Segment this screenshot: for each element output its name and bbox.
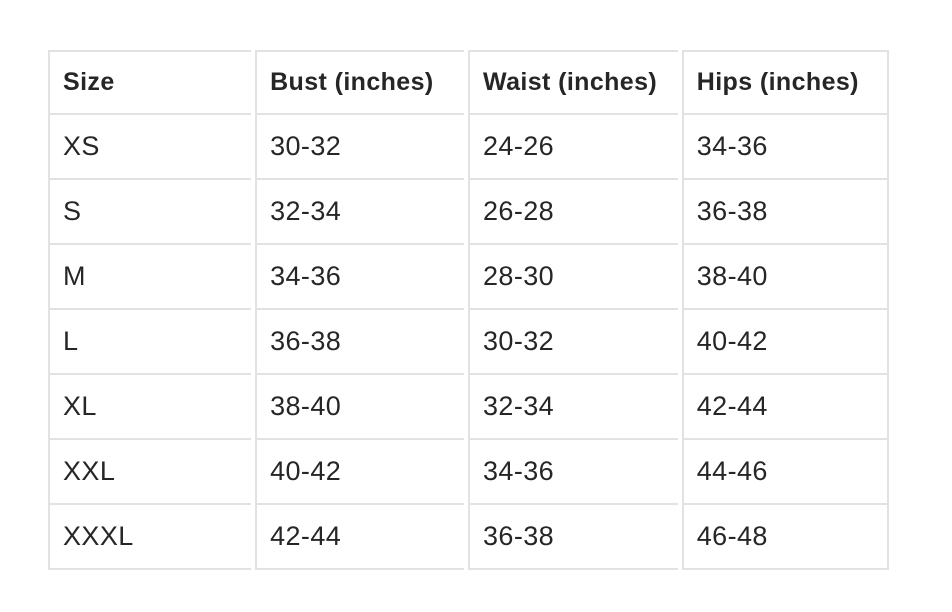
size-cell: XS	[48, 115, 252, 180]
waist-cell: 34-36	[468, 440, 678, 505]
hips-cell: 42-44	[681, 375, 889, 440]
column-header-waist: Waist (inches)	[468, 50, 678, 115]
bust-cell: 42-44	[255, 505, 464, 570]
waist-cell: 26-28	[468, 180, 678, 245]
table-row: S 32-34 26-28 36-38	[48, 180, 889, 245]
waist-cell: 30-32	[468, 310, 678, 375]
bust-cell: 36-38	[255, 310, 464, 375]
table-row: XS 30-32 24-26 34-36	[48, 115, 889, 180]
size-cell: XXXL	[48, 505, 252, 570]
size-cell: L	[48, 310, 252, 375]
table-row: XXXL 42-44 36-38 46-48	[48, 505, 889, 570]
waist-cell: 32-34	[468, 375, 678, 440]
table-row: L 36-38 30-32 40-42	[48, 310, 889, 375]
table-row: M 34-36 28-30 38-40	[48, 245, 889, 310]
hips-cell: 44-46	[681, 440, 889, 505]
size-cell: XXL	[48, 440, 252, 505]
column-header-bust: Bust (inches)	[255, 50, 464, 115]
column-header-hips: Hips (inches)	[681, 50, 889, 115]
waist-cell: 28-30	[468, 245, 678, 310]
size-cell: M	[48, 245, 252, 310]
header-row: Size Bust (inches) Waist (inches) Hips (inc…	[48, 50, 889, 115]
waist-cell: 24-26	[468, 115, 678, 180]
hips-cell: 34-36	[681, 115, 889, 180]
size-cell: XL	[48, 375, 252, 440]
bust-cell: 38-40	[255, 375, 464, 440]
hips-cell: 36-38	[681, 180, 889, 245]
hips-cell: 46-48	[681, 505, 889, 570]
bust-cell: 30-32	[255, 115, 464, 180]
column-header-size: Size	[48, 50, 252, 115]
bust-cell: 34-36	[255, 245, 464, 310]
bust-cell: 40-42	[255, 440, 464, 505]
table-row: XXL 40-42 34-36 44-46	[48, 440, 889, 505]
waist-cell: 36-38	[468, 505, 678, 570]
hips-cell: 38-40	[681, 245, 889, 310]
hips-cell: 40-42	[681, 310, 889, 375]
bust-cell: 32-34	[255, 180, 464, 245]
table-row: XL 38-40 32-34 42-44	[48, 375, 889, 440]
size-cell: S	[48, 180, 252, 245]
size-chart-table: Size Bust (inches) Waist (inches) Hips (inc…	[44, 50, 893, 570]
